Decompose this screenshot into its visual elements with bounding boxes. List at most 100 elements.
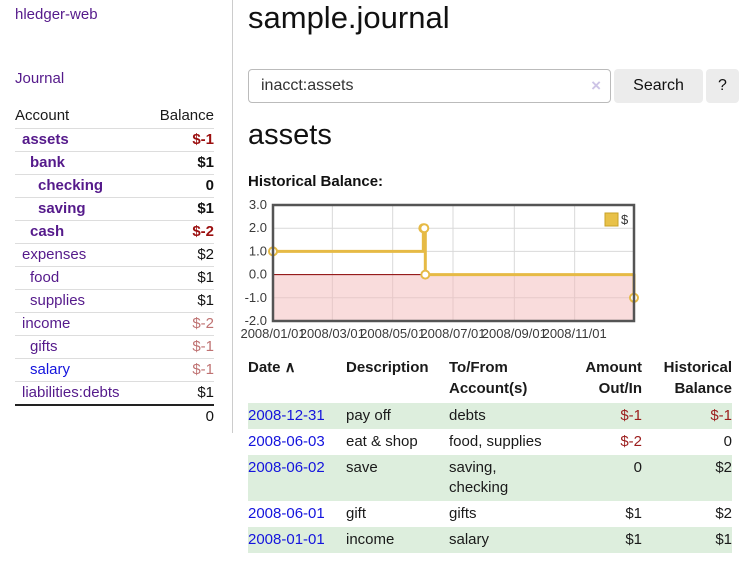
account-link[interactable]: checking — [38, 177, 104, 194]
account-name-cell: cash — [15, 221, 146, 244]
x-tick-label: 2008/01/01 — [240, 326, 305, 341]
page-title: sample.journal — [248, 0, 450, 35]
amount-cell: $1 — [625, 531, 642, 548]
app-brand-link[interactable]: hledger-web — [15, 6, 98, 23]
transaction-date-link[interactable]: 2008-01-01 — [248, 531, 325, 548]
register-row: 2008-01-01 income salary $1 $1 — [248, 527, 732, 553]
historical-balance-chart: $3.0 2.0 1.0 0.0 -1.0 -2.02008/01/012008/03/0… — [240, 197, 639, 341]
account-row: bank $1 — [15, 152, 214, 175]
date-cell: 2008-12-31 — [248, 403, 346, 429]
account-name-cell: saving — [15, 198, 146, 221]
y-tick-label: 3.0 — [249, 197, 267, 212]
date-cell: 2008-06-01 — [248, 501, 346, 527]
accounts-total-spacer — [15, 405, 146, 428]
account-name-cell: expenses — [15, 244, 146, 267]
account-row: checking 0 — [15, 175, 214, 198]
account-link[interactable]: saving — [38, 200, 86, 217]
account-row: saving $1 — [15, 198, 214, 221]
account-balance: $-2 — [192, 315, 214, 332]
y-tick-label: -1.0 — [245, 290, 267, 305]
description-cell: pay off — [346, 407, 391, 424]
account-heading: assets — [248, 119, 332, 151]
legend-swatch — [604, 212, 619, 227]
accounts-cell: gifts — [449, 505, 477, 522]
account-balance: $1 — [197, 384, 214, 401]
register-column-header[interactable]: Description — [346, 359, 429, 376]
account-link[interactable]: expenses — [22, 246, 87, 263]
x-tick-label: 2008/09/01 — [482, 326, 547, 341]
data-point-marker — [419, 223, 430, 234]
register-column-header[interactable]: Date ∧ — [248, 359, 296, 376]
balance-cell: $2 — [715, 505, 732, 522]
sidebar-item-journal[interactable]: Journal — [15, 70, 65, 87]
amount-cell: $1 — [625, 505, 642, 522]
data-point-marker — [420, 269, 431, 280]
account-link[interactable]: income — [22, 315, 71, 332]
account-link[interactable]: salary — [30, 361, 71, 378]
clear-search-icon[interactable]: × — [591, 76, 601, 95]
description-cell: eat & shop — [346, 433, 418, 450]
register-table-body: 2008-12-31 pay off debts $-1 $-1 2008-06-03 ea… — [248, 403, 732, 553]
accounts-cell: saving, checking — [449, 459, 509, 496]
account-link[interactable]: cash — [30, 223, 65, 240]
help-button[interactable]: ? — [706, 69, 739, 103]
date-cell: 2008-01-01 — [248, 527, 346, 553]
register-column-header[interactable]: Historical Balance — [663, 359, 732, 397]
account-name-cell: checking — [15, 175, 146, 198]
search-button[interactable]: Search — [614, 69, 703, 103]
chart-label: Historical Balance: — [248, 173, 384, 190]
account-link[interactable]: liabilities:debts — [22, 384, 120, 401]
account-link[interactable]: food — [30, 269, 60, 286]
accounts-cell: food, supplies — [449, 433, 542, 450]
y-tick-label: 2.0 — [249, 220, 267, 235]
amount-cell: 0 — [633, 459, 642, 476]
search-input[interactable] — [248, 69, 611, 103]
register-row: 2008-06-01 gift gifts $1 $2 — [248, 501, 732, 527]
account-row: food $1 — [15, 267, 214, 290]
register-column-header[interactable]: Amount Out/In — [585, 359, 642, 397]
transaction-date-link[interactable]: 2008-06-02 — [248, 459, 325, 476]
balance-cell: 0 — [723, 433, 732, 450]
register-row: 2008-06-03 eat & shop food, supplies $-2 0 — [248, 429, 732, 455]
sort-asc-icon[interactable]: ∧ — [280, 359, 296, 376]
accounts-cell: salary — [449, 531, 490, 548]
account-balance: $1 — [197, 200, 214, 217]
account-name-cell: bank — [15, 152, 146, 175]
accounts-table-header: Account Balance — [15, 104, 214, 129]
account-balance: $2 — [197, 246, 214, 263]
date-cell: 2008-06-03 — [248, 429, 346, 455]
accounts-table: Account Balance assets $-1 bank $1 checking 0… — [15, 104, 214, 428]
y-tick-label: 1.0 — [249, 243, 267, 258]
date-cell: 2008-06-02 — [248, 455, 346, 501]
negative-region — [273, 274, 634, 321]
account-row: expenses $2 — [15, 244, 214, 267]
account-balance: $-1 — [192, 338, 214, 355]
account-link[interactable]: assets — [22, 131, 69, 148]
account-balance: $-1 — [192, 361, 214, 378]
account-row: salary $-1 — [15, 359, 214, 382]
transaction-date-link[interactable]: 2008-06-01 — [248, 505, 325, 522]
main-content: sample.journal × Search ? assets Histori… — [240, 0, 742, 582]
account-link[interactable]: bank — [30, 154, 66, 171]
account-balance: $1 — [197, 269, 214, 286]
sidebar: hledger-web Journal Account Balance asse… — [0, 0, 233, 433]
x-tick-label: 2008/03/01 — [300, 326, 365, 341]
y-tick-label: 0.0 — [249, 267, 267, 282]
amount-cell: $-1 — [620, 407, 642, 424]
x-tick-label: 2008/05/01 — [360, 326, 425, 341]
account-row: supplies $1 — [15, 290, 214, 313]
register-column-header[interactable]: To/From Account(s) — [449, 359, 528, 397]
account-link[interactable]: gifts — [30, 338, 58, 355]
register-row: 2008-06-02 save saving, checking 0 $2 — [248, 455, 732, 501]
transaction-date-link[interactable]: 2008-12-31 — [248, 407, 325, 424]
accounts-cell: debts — [449, 407, 486, 424]
account-row: gifts $-1 — [15, 336, 214, 359]
search-input-wrap: × — [248, 69, 611, 103]
account-balance: $-1 — [192, 131, 214, 148]
account-link[interactable]: supplies — [30, 292, 86, 309]
account-row: assets $-1 — [15, 129, 214, 152]
register-header-row: Date ∧ Description To/From Account(s) Amount… — [248, 357, 732, 403]
register-table: Date ∧ Description To/From Account(s) Amount… — [248, 357, 732, 553]
transaction-date-link[interactable]: 2008-06-03 — [248, 433, 325, 450]
